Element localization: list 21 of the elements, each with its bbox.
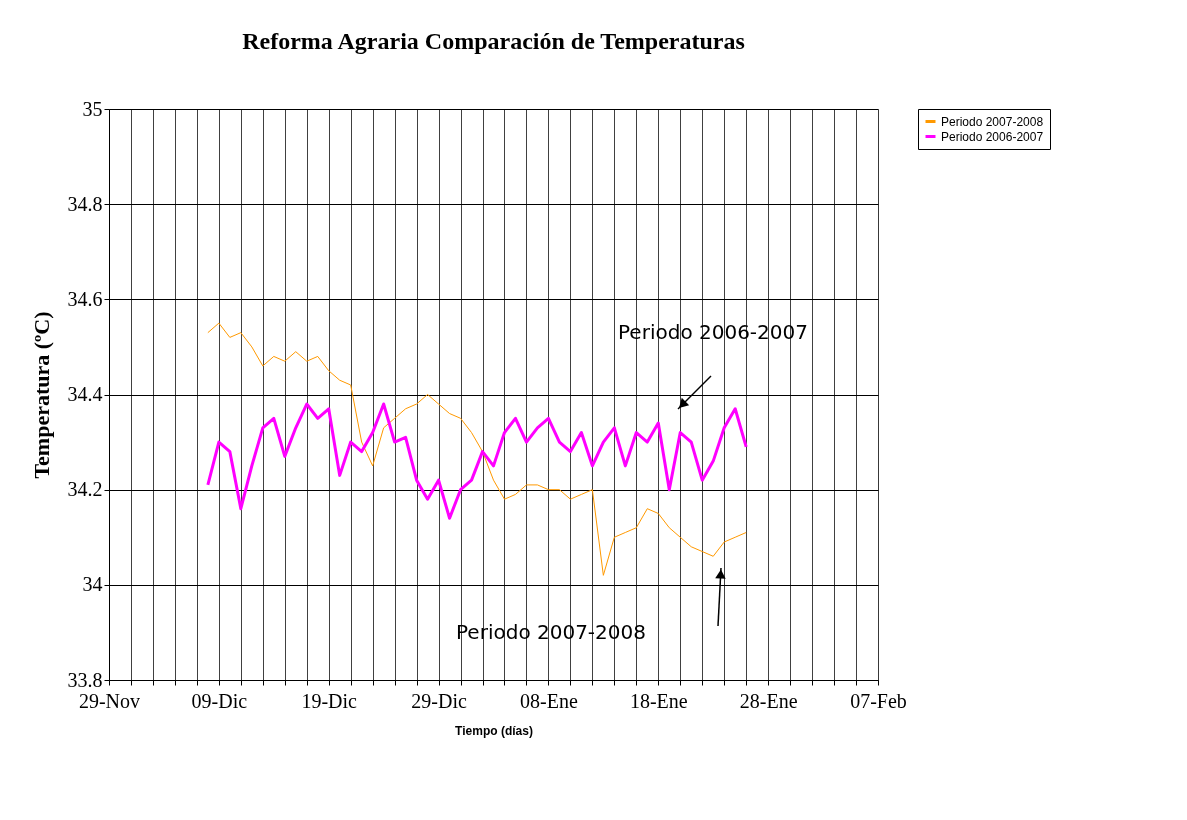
x-tick-label: 09-Dic: [191, 689, 248, 712]
y-tick-label: 34.6: [67, 287, 103, 310]
x-tick-label: 08-Ene: [520, 689, 578, 712]
y-tick-label: 34.2: [67, 478, 103, 501]
x-tick-label: 07-Feb: [850, 689, 907, 712]
x-tick-label: 18-Ene: [629, 689, 688, 712]
line-series: [206, 402, 748, 520]
x-tick-label: 28-Ene: [739, 689, 798, 712]
x-tick-label: 29-Nov: [78, 689, 141, 712]
x-axis-title: Tiempo (días): [455, 723, 533, 738]
y-tick-label: 33.8: [67, 668, 103, 691]
x-tick-label: 19-Dic: [301, 689, 358, 712]
y-axis-title: Temperatura (ºC): [28, 311, 54, 479]
legend-label: Periodo 2006-2007: [941, 129, 1044, 144]
x-tick-label: 29-Dic: [411, 689, 467, 712]
y-tick-label: 34.8: [67, 192, 103, 215]
y-tick-label: 34.4: [67, 383, 103, 405]
chart-title: Reforma Agraria Comparación de Temperaturas: [242, 28, 745, 54]
legend-label: Periodo 2007-2008: [941, 114, 1044, 129]
y-tick-label: 35: [82, 97, 103, 120]
y-tick-label: 34: [82, 573, 103, 596]
